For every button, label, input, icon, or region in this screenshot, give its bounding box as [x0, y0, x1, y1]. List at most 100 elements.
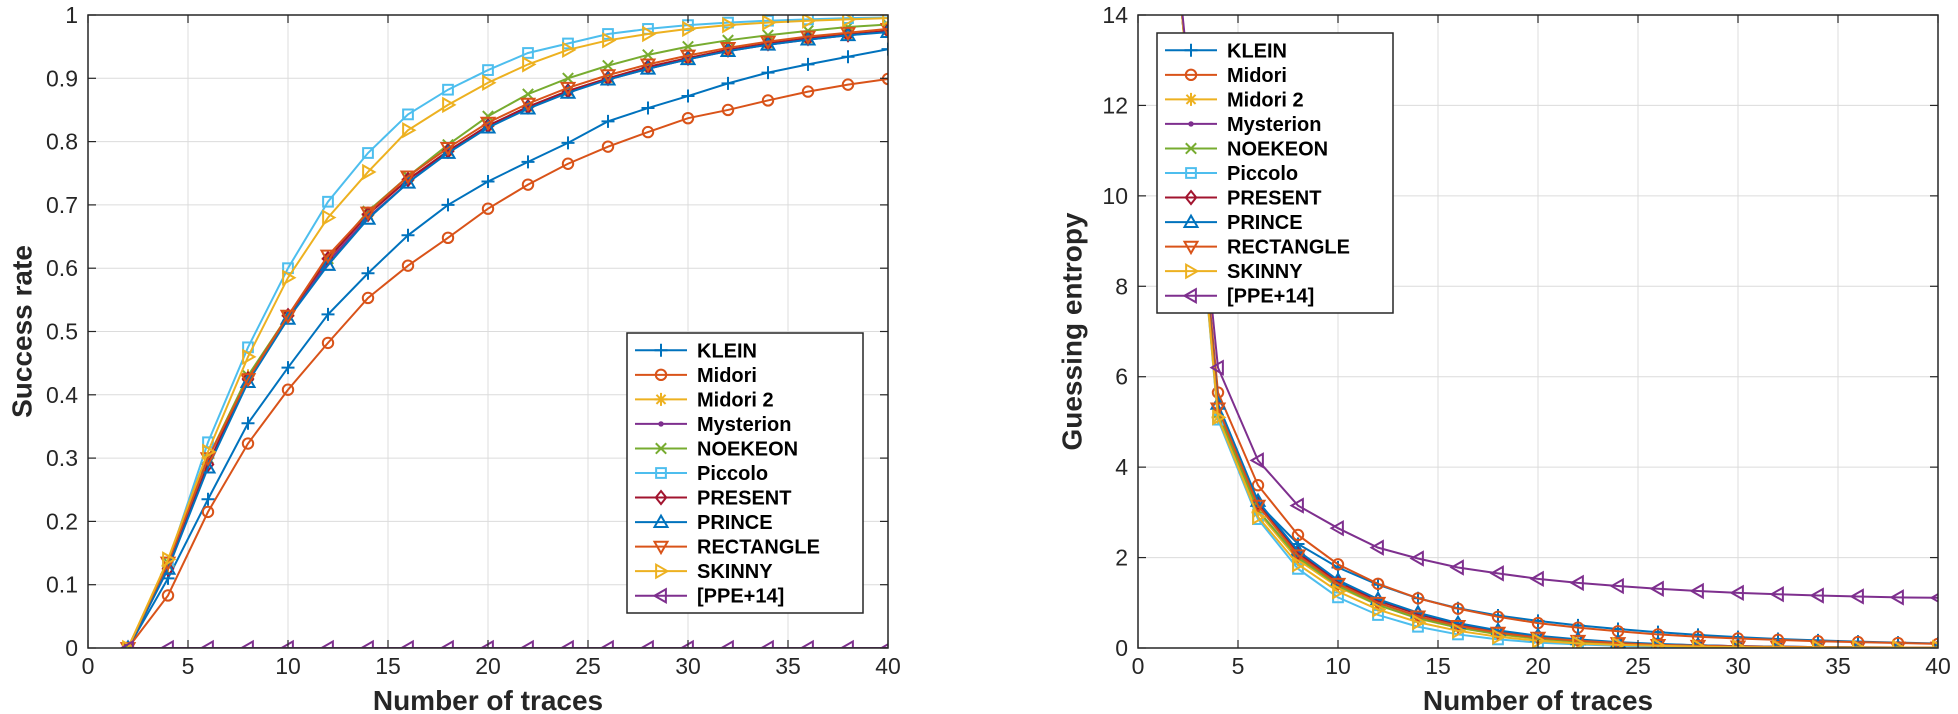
data-point-midori — [1371, 577, 1385, 590]
x-tick-label: 25 — [1625, 653, 1651, 679]
data-point-skinny — [1212, 409, 1227, 426]
data-point-skinny — [242, 348, 257, 366]
series-line-midori — [1181, 15, 1938, 645]
legend-label: PRESENT — [697, 488, 791, 510]
data-point-skinny — [1652, 637, 1667, 648]
data-point-ppe-14 — [1369, 539, 1384, 556]
data-point-skinny — [1692, 638, 1707, 648]
data-point-skinny — [802, 15, 817, 29]
legend-label: SKINNY — [697, 561, 773, 583]
x-tick-label: 10 — [275, 653, 301, 679]
series-ppe-14 — [1181, 15, 1938, 606]
y-tick-label: 12 — [1102, 92, 1128, 118]
data-point-ppe-14 — [199, 639, 214, 648]
data-point-prince — [1609, 633, 1627, 648]
x-axis-label: Number of traces — [1423, 685, 1653, 714]
data-point-midori — [321, 336, 335, 350]
data-point-klein — [241, 416, 255, 430]
data-point-prince — [399, 174, 417, 189]
data-point-klein — [761, 66, 775, 80]
data-point-rectangle — [399, 170, 417, 185]
x-tick-label: 0 — [1132, 653, 1145, 679]
legend-marker — [1184, 43, 1198, 57]
data-point-klein — [601, 114, 615, 128]
y-tick-label: 0.8 — [46, 129, 78, 155]
data-point-klein — [801, 57, 815, 71]
legend-label: Midori — [1227, 65, 1287, 87]
x-tick-label: 35 — [775, 653, 801, 679]
data-point-skinny — [842, 15, 857, 28]
y-tick-label: 0.2 — [46, 508, 78, 534]
legend-entry-piccolo: Piccolo — [1165, 163, 1298, 185]
legend-label: Piccolo — [697, 463, 768, 485]
data-point-klein — [401, 228, 415, 242]
data-point-midori — [281, 383, 295, 396]
data-point-ppe-14 — [1809, 587, 1824, 604]
data-point-skinny — [522, 56, 537, 73]
data-point-ppe-14 — [1529, 570, 1544, 588]
y-tick-label: 0 — [65, 635, 78, 661]
series-line-piccolo — [127, 16, 888, 648]
data-point-skinny — [1252, 508, 1267, 526]
legend-label: KLEIN — [1227, 40, 1287, 62]
data-point-ppe-14 — [1449, 559, 1464, 576]
series-group — [1181, 15, 1938, 648]
legend-label: SKINNY — [1227, 261, 1303, 283]
legend-entry-piccolo: Piccolo — [635, 463, 768, 485]
data-point-rectangle — [519, 97, 537, 113]
legend-marker — [1188, 121, 1194, 127]
data-point-rectangle — [479, 116, 497, 132]
legend-marker — [1184, 189, 1198, 206]
data-point-skinny — [1372, 601, 1387, 618]
legend-label: RECTANGLE — [697, 537, 820, 559]
data-point-ppe-14 — [319, 639, 334, 648]
data-point-piccolo — [522, 47, 534, 59]
data-point-ppe-14 — [1929, 592, 1938, 603]
legend-label: NOEKEON — [1227, 138, 1328, 160]
legend-marker — [1185, 142, 1197, 155]
y-tick-label: 0 — [1115, 635, 1128, 661]
legend-label: RECTANGLE — [1227, 237, 1350, 259]
series-line-rectangle — [127, 27, 888, 648]
data-point-skinny — [762, 15, 777, 31]
data-point-skinny — [562, 41, 577, 59]
data-point-piccolo — [362, 147, 374, 159]
legend-entry-rectangle: RECTANGLE — [1165, 237, 1350, 259]
legend-label: PRESENT — [1227, 188, 1321, 210]
legend-marker — [1185, 167, 1197, 179]
series-line-klein — [127, 48, 888, 648]
legend-label: NOEKEON — [697, 438, 798, 460]
data-point-ppe-14 — [599, 639, 614, 648]
legend-marker — [1185, 262, 1200, 280]
data-point-skinny — [722, 16, 737, 34]
data-point-ppe-14 — [1569, 574, 1584, 592]
legend-marker — [1182, 287, 1197, 304]
series-group — [119, 15, 888, 648]
data-point-rectangle — [839, 26, 857, 42]
data-point-klein — [441, 198, 455, 212]
data-point-ppe-14 — [799, 639, 814, 648]
legend-label: Piccolo — [1227, 163, 1298, 185]
data-point-skinny — [1612, 636, 1627, 648]
data-point-ppe-14 — [1889, 589, 1904, 606]
legend-entry-mysterion: Mysterion — [1165, 114, 1321, 136]
y-tick-label: 0.4 — [46, 382, 78, 408]
y-tick-label: 8 — [1115, 273, 1128, 299]
data-point-midori — [1331, 558, 1345, 571]
data-point-ppe-14 — [879, 643, 888, 648]
data-point-ppe-14 — [679, 639, 694, 648]
data-point-klein — [201, 492, 215, 506]
data-point-ppe-14 — [239, 639, 254, 648]
data-point-midori — [1251, 479, 1265, 492]
data-point-prince — [559, 84, 577, 99]
y-tick-label: 0.7 — [46, 192, 78, 218]
legend-marker — [1184, 92, 1198, 106]
data-point-klein — [561, 136, 575, 150]
x-tick-label: 0 — [82, 653, 95, 679]
legend-label: Mysterion — [697, 414, 791, 436]
data-point-rectangle — [1209, 402, 1227, 417]
legend-marker — [1184, 68, 1198, 82]
success-rate-chart: 0 5 10 15 20 25 30 35 40 0 0.1 0.2 0.3 0.4 0.5 0.6 0.7 0.… — [7, 2, 901, 714]
data-point-rectangle — [119, 642, 137, 648]
